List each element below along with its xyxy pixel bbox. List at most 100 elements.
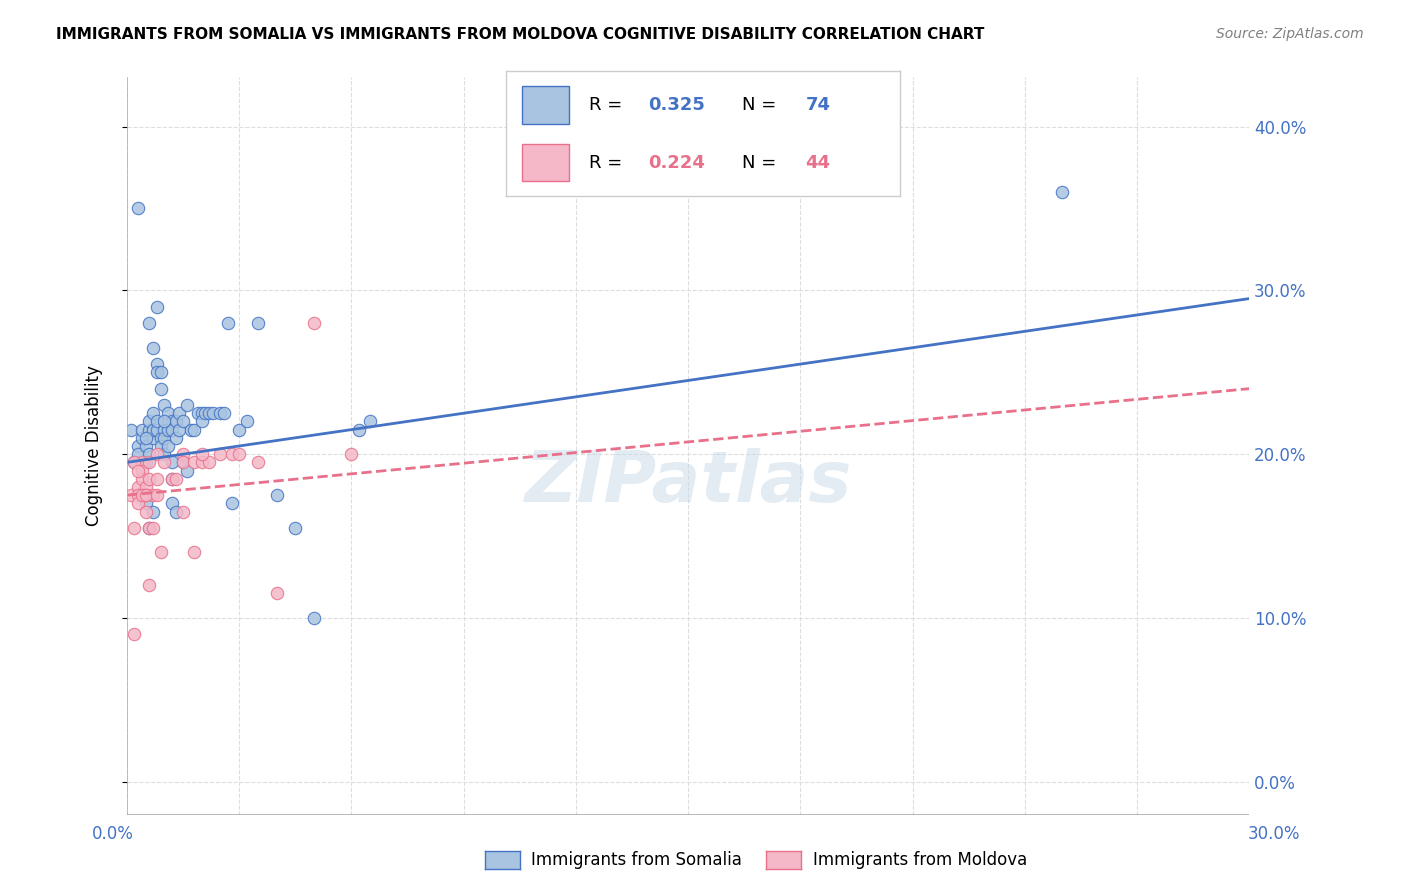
- Point: [201, 406, 224, 420]
- Text: 74: 74: [806, 96, 831, 114]
- Point: [146, 472, 169, 486]
- Point: [149, 439, 172, 453]
- Point: [124, 455, 146, 469]
- Point: [146, 357, 169, 371]
- Point: [127, 464, 149, 478]
- Point: [138, 521, 160, 535]
- Point: [228, 423, 250, 437]
- Point: [190, 406, 212, 420]
- Text: 0.224: 0.224: [648, 153, 704, 171]
- Point: [142, 521, 165, 535]
- Point: [149, 382, 172, 396]
- Point: [138, 316, 160, 330]
- Point: [135, 488, 157, 502]
- Point: [172, 455, 194, 469]
- Text: N =: N =: [742, 153, 782, 171]
- Point: [302, 611, 325, 625]
- Point: [209, 447, 232, 461]
- Text: IMMIGRANTS FROM SOMALIA VS IMMIGRANTS FROM MOLDOVA COGNITIVE DISABILITY CORRELAT: IMMIGRANTS FROM SOMALIA VS IMMIGRANTS FR…: [56, 27, 984, 42]
- Point: [142, 488, 165, 502]
- Point: [198, 455, 221, 469]
- Point: [183, 545, 205, 559]
- FancyBboxPatch shape: [522, 87, 569, 124]
- Point: [138, 455, 160, 469]
- Point: [124, 455, 146, 469]
- Point: [157, 423, 180, 437]
- Text: R =: R =: [589, 153, 628, 171]
- Point: [120, 423, 142, 437]
- Point: [157, 406, 180, 420]
- Point: [149, 431, 172, 445]
- Point: [209, 406, 232, 420]
- Point: [146, 423, 169, 437]
- Point: [302, 316, 325, 330]
- Point: [169, 406, 191, 420]
- Point: [131, 455, 153, 469]
- Point: [153, 431, 176, 445]
- Text: 30.0%: 30.0%: [1249, 825, 1301, 843]
- Point: [160, 496, 183, 510]
- Point: [160, 423, 183, 437]
- Point: [153, 398, 176, 412]
- Point: [120, 488, 142, 502]
- Point: [135, 439, 157, 453]
- Text: Source: ZipAtlas.com: Source: ZipAtlas.com: [1216, 27, 1364, 41]
- Point: [266, 586, 288, 600]
- Point: [284, 521, 307, 535]
- Point: [127, 202, 149, 216]
- Point: [190, 455, 212, 469]
- Point: [172, 447, 194, 461]
- Point: [142, 341, 165, 355]
- Text: Immigrants from Moldova: Immigrants from Moldova: [813, 851, 1026, 869]
- Y-axis label: Cognitive Disability: Cognitive Disability: [86, 366, 103, 526]
- Point: [153, 423, 176, 437]
- Point: [198, 406, 221, 420]
- Point: [138, 521, 160, 535]
- Text: 44: 44: [806, 153, 831, 171]
- Text: 0.325: 0.325: [648, 96, 704, 114]
- Point: [165, 472, 187, 486]
- Point: [179, 423, 201, 437]
- Point: [194, 406, 217, 420]
- Point: [146, 300, 169, 314]
- Point: [135, 488, 157, 502]
- Point: [131, 431, 153, 445]
- Point: [176, 398, 198, 412]
- Point: [187, 406, 209, 420]
- Text: Immigrants from Somalia: Immigrants from Somalia: [531, 851, 742, 869]
- Point: [165, 504, 187, 518]
- Point: [127, 439, 149, 453]
- Point: [149, 365, 172, 379]
- Point: [347, 423, 370, 437]
- Point: [153, 414, 176, 428]
- Point: [138, 447, 160, 461]
- Point: [153, 447, 176, 461]
- Point: [131, 488, 153, 502]
- Point: [169, 423, 191, 437]
- Point: [146, 488, 169, 502]
- Point: [217, 316, 239, 330]
- Point: [135, 496, 157, 510]
- Text: ZIPatlas: ZIPatlas: [524, 449, 852, 517]
- Text: 0.0%: 0.0%: [91, 825, 134, 843]
- Point: [127, 480, 149, 494]
- Point: [1050, 185, 1073, 199]
- FancyBboxPatch shape: [522, 144, 569, 181]
- Point: [172, 414, 194, 428]
- Point: [183, 423, 205, 437]
- Point: [135, 480, 157, 494]
- Text: R =: R =: [589, 96, 628, 114]
- Point: [190, 447, 212, 461]
- Point: [135, 488, 157, 502]
- Point: [266, 488, 288, 502]
- Point: [176, 464, 198, 478]
- Point: [153, 455, 176, 469]
- Point: [157, 439, 180, 453]
- Point: [138, 578, 160, 592]
- Point: [135, 431, 157, 445]
- Point: [127, 447, 149, 461]
- Point: [127, 488, 149, 502]
- Point: [190, 414, 212, 428]
- Point: [131, 464, 153, 478]
- Point: [246, 316, 269, 330]
